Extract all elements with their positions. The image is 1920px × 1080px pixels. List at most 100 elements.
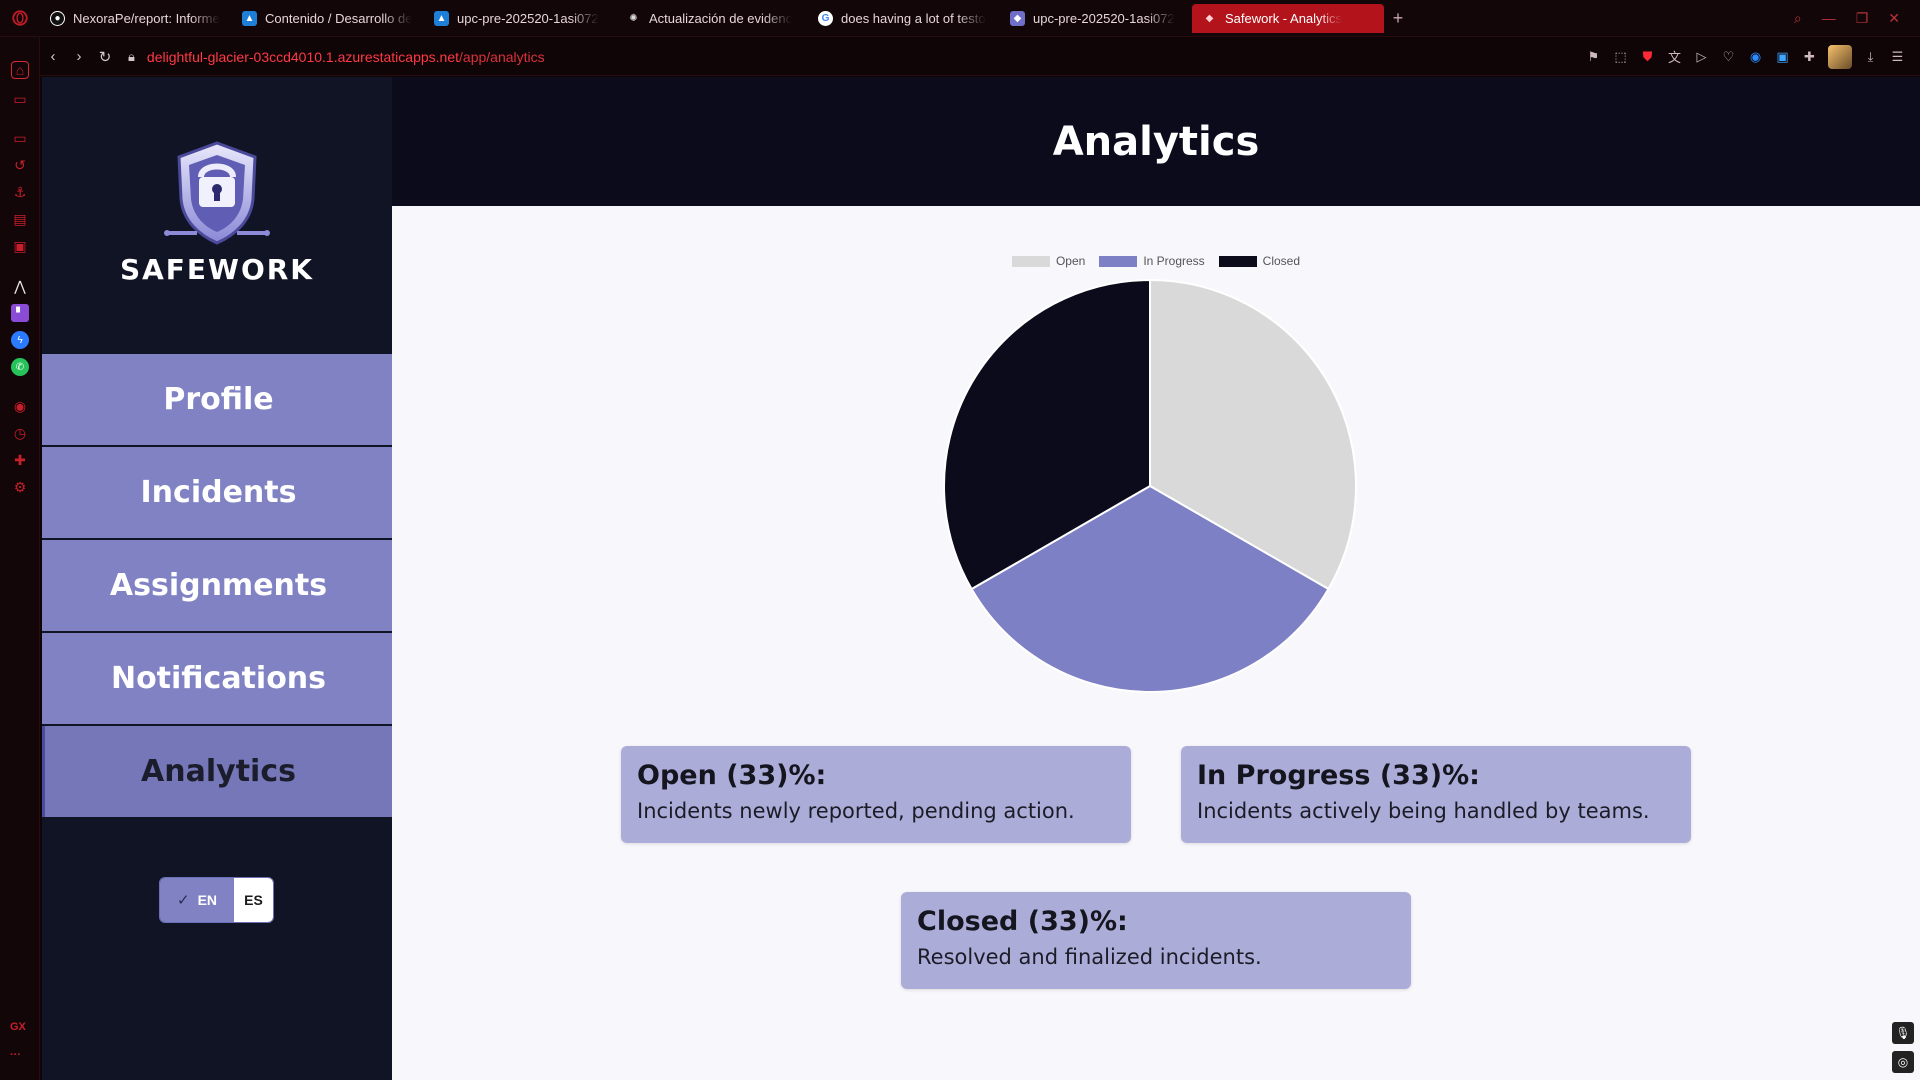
- tab-label: Contenido / Desarrollo de: [265, 10, 413, 26]
- back-icon[interactable]: ‹: [50, 48, 56, 65]
- home-icon[interactable]: ⌂: [11, 61, 29, 79]
- heart-icon[interactable]: ♡: [1722, 48, 1735, 64]
- extensions-side-icon[interactable]: ✚: [14, 451, 26, 468]
- extension-toolbar: ⚑ ⬚ ⛊ 文 ▷ ♡ ◉ ▣ ✚ ⤓ ☰: [1585, 44, 1920, 69]
- card-description: Resolved and finalized incidents.: [917, 945, 1262, 969]
- download-icon[interactable]: ⤓: [1867, 48, 1874, 64]
- history-icon[interactable]: ↺: [14, 156, 26, 173]
- chart-legend: Open In Progress Closed: [392, 254, 1920, 268]
- legend-swatch: [1099, 255, 1138, 267]
- tab-label: NexoraPe/report: Informe: [73, 10, 220, 26]
- gx-mod-icon[interactable]: ▣: [13, 237, 27, 254]
- window-controls: ⌕ — ❐ ✕: [1794, 10, 1920, 27]
- card-description: Incidents newly reported, pending action…: [637, 799, 1075, 823]
- url-domain: delightful-glacier-03ccd4010.1.azurestat…: [146, 48, 460, 65]
- opera-gx-logo-icon[interactable]: [0, 0, 40, 37]
- microphone-icon[interactable]: 🎙︎: [1892, 1022, 1914, 1044]
- nav-item-incidents[interactable]: Incidents: [42, 447, 392, 538]
- safework-icon: ◆: [1010, 10, 1025, 26]
- analytics-content: Open In Progress Closed Open (33)%: Inci…: [392, 206, 1920, 1080]
- card-closed: Closed (33)%: Resolved and finalized inc…: [901, 892, 1411, 989]
- close-icon[interactable]: ✕: [1888, 9, 1900, 26]
- card-in-progress: In Progress (33)%: Incidents actively be…: [1181, 746, 1691, 843]
- check-icon: ✓: [176, 892, 190, 909]
- legend-item-open[interactable]: Open: [1011, 254, 1086, 268]
- browser-tab[interactable]: ◆ upc-pre-202520-1asi072: [1000, 4, 1192, 33]
- profile-avatar[interactable]: [1828, 44, 1852, 69]
- shield-lock-icon: [164, 141, 270, 245]
- search-tabs-icon[interactable]: ⌕: [1793, 9, 1802, 26]
- card-title: Open (33)%:: [637, 760, 827, 791]
- maximize-icon[interactable]: ❐: [1855, 9, 1869, 26]
- tab-label: does having a lot of testo: [841, 10, 986, 26]
- url-field[interactable]: delightful-glacier-03ccd4010.1.azurestat…: [147, 49, 545, 65]
- tab-label: Safework - Analytics: [1225, 10, 1343, 26]
- nav-item-notifications[interactable]: Notifications: [42, 633, 392, 724]
- whatsapp-icon[interactable]: ✆: [11, 358, 29, 376]
- browser-tab[interactable]: ✺ Actualización de evidenc: [616, 4, 808, 33]
- legend-swatch: [1218, 255, 1257, 267]
- address-bar: ‹ › ↻ 🔒︎ delightful-glacier-03ccd4010.1.…: [40, 38, 1920, 76]
- pie-slice-in-progress[interactable]: [970, 484, 1330, 693]
- brand-logo: SAFEWORK: [42, 137, 392, 286]
- page-header: Analytics: [392, 77, 1920, 206]
- safework-icon: ◆: [1205, 12, 1214, 24]
- legend-item-in-progress[interactable]: In Progress: [1099, 254, 1205, 268]
- pie-slice-open[interactable]: [1149, 278, 1357, 591]
- tab-label: upc-pre-202520-1asi072: [457, 10, 599, 26]
- ship-icon[interactable]: ⚓: [13, 183, 27, 200]
- nav-item-analytics[interactable]: Analytics: [42, 726, 392, 817]
- controller-icon[interactable]: ▭: [13, 129, 27, 146]
- pie-slice-closed[interactable]: [943, 278, 1151, 591]
- lock-icon[interactable]: 🔒︎: [128, 48, 135, 64]
- card-open: Open (33)%: Incidents newly reported, pe…: [621, 746, 1131, 843]
- browser-sidebar: ⌂ ▭ ▭ ↺ ⚓ ▤ ▣ ⋀ ▘ ϟ ✆ ◉ ◷ ✚ ⚙ GX ···: [0, 37, 40, 1080]
- reload-icon[interactable]: ↻: [98, 48, 112, 66]
- adblock-icon[interactable]: ⛊: [1642, 48, 1653, 64]
- gaming-icon[interactable]: ▭: [13, 90, 27, 107]
- legend-item-closed[interactable]: Closed: [1218, 254, 1300, 268]
- language-es-button[interactable]: ES: [234, 878, 273, 922]
- more-icon[interactable]: ···: [10, 1049, 21, 1061]
- page-title: Analytics: [1052, 118, 1260, 165]
- language-en-label: EN: [197, 892, 218, 908]
- browser-tab[interactable]: G does having a lot of testo: [808, 4, 1000, 33]
- minimize-icon[interactable]: —: [1821, 10, 1836, 26]
- language-en-button[interactable]: ✓ EN: [160, 878, 234, 922]
- openai-icon: ✺: [629, 12, 638, 24]
- nav-item-assignments[interactable]: Assignments: [42, 540, 392, 631]
- forward-icon[interactable]: ›: [76, 48, 82, 65]
- puzzle-icon[interactable]: ✚: [1804, 48, 1815, 64]
- player-side-icon[interactable]: ◉: [13, 397, 27, 414]
- assistant-icon[interactable]: ◎: [1892, 1051, 1914, 1073]
- translate-icon[interactable]: 文: [1667, 50, 1681, 65]
- shazam-icon[interactable]: ◉: [1749, 48, 1762, 64]
- legend-label: Open: [1055, 254, 1086, 268]
- bookmark-icon[interactable]: ⚑: [1587, 48, 1600, 64]
- gx-corner-icon[interactable]: GX: [10, 1021, 26, 1033]
- player-icon[interactable]: ▷: [1696, 48, 1707, 64]
- aria-icon[interactable]: ⋀: [14, 277, 26, 294]
- snapshot-icon[interactable]: ⬚: [1614, 48, 1627, 64]
- store-icon[interactable]: ▤: [13, 210, 27, 227]
- new-tab-button[interactable]: +: [1392, 7, 1404, 28]
- app-sidebar: SAFEWORK Profile Incidents Assignments N…: [42, 77, 392, 1080]
- messenger-icon[interactable]: ϟ: [11, 331, 29, 349]
- browser-tab[interactable]: ● NexoraPe/report: Informe: [40, 4, 232, 33]
- main-nav: Profile Incidents Assignments Notificati…: [42, 354, 392, 819]
- azure-icon: ▲: [242, 10, 257, 26]
- tab-label: Actualización de evidenc: [649, 10, 793, 26]
- browser-tab-active[interactable]: ◆ Safework - Analytics: [1192, 3, 1384, 33]
- legend-label: In Progress: [1143, 254, 1205, 268]
- browser-tab[interactable]: ▲ Contenido / Desarrollo de: [232, 4, 424, 33]
- brand-name: SAFEWORK: [119, 253, 315, 286]
- clock-icon[interactable]: ◷: [13, 424, 27, 441]
- twitch-icon[interactable]: ▘: [11, 304, 29, 322]
- nav-item-profile[interactable]: Profile: [42, 354, 392, 445]
- legend-swatch: [1011, 255, 1050, 267]
- menu-icon[interactable]: ☰: [1891, 48, 1904, 64]
- settings-icon[interactable]: ⚙: [13, 478, 27, 495]
- extension-icon[interactable]: ▣: [1776, 48, 1789, 64]
- browser-tab[interactable]: ▲ upc-pre-202520-1asi072: [424, 4, 616, 33]
- tab-label: upc-pre-202520-1asi072: [1033, 10, 1175, 26]
